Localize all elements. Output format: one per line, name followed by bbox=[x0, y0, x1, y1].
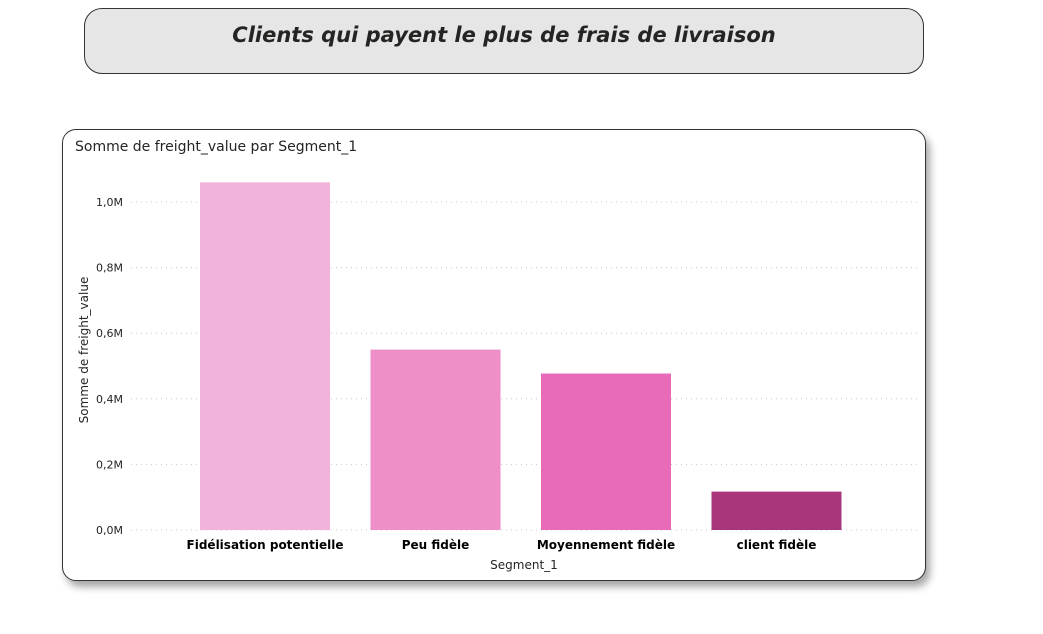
x-axis-label: Segment_1 bbox=[490, 558, 558, 572]
bar[interactable] bbox=[200, 182, 330, 530]
y-axis-label: Somme de freight_value bbox=[77, 277, 91, 424]
bar[interactable] bbox=[370, 349, 501, 530]
x-category-label: Fidélisation potentielle bbox=[187, 538, 344, 552]
x-axis-categories: Fidélisation potentielle Peu fidèle Moyenn… bbox=[187, 538, 817, 552]
bar[interactable] bbox=[541, 373, 671, 530]
y-tick-label: 0,6M bbox=[96, 327, 123, 340]
y-tick-label: 0,2M bbox=[96, 458, 123, 471]
report-title: Clients qui payent le plus de frais de l… bbox=[232, 23, 776, 47]
chart-card[interactable]: Somme de freight_value par Segment_1 0,0… bbox=[62, 129, 926, 581]
y-tick-label: 0,4M bbox=[96, 393, 123, 406]
x-category-label: client fidèle bbox=[737, 538, 817, 552]
y-tick-label: 0,0M bbox=[96, 524, 123, 537]
bars bbox=[200, 182, 842, 530]
y-axis-ticks: 0,0M 0,2M 0,4M 0,6M 0,8M 1,0M bbox=[96, 196, 123, 537]
y-tick-label: 1,0M bbox=[96, 196, 123, 209]
x-category-label: Moyennement fidèle bbox=[537, 538, 675, 552]
y-tick-label: 0,8M bbox=[96, 262, 123, 275]
report-title-box: Clients qui payent le plus de frais de l… bbox=[84, 8, 924, 74]
bar[interactable] bbox=[711, 491, 842, 530]
bar-chart: 0,0M 0,2M 0,4M 0,6M 0,8M 1,0M Fidélisation po… bbox=[77, 182, 919, 572]
x-category-label: Peu fidèle bbox=[402, 538, 470, 552]
chart-title: Somme de freight_value par Segment_1 bbox=[75, 139, 358, 155]
